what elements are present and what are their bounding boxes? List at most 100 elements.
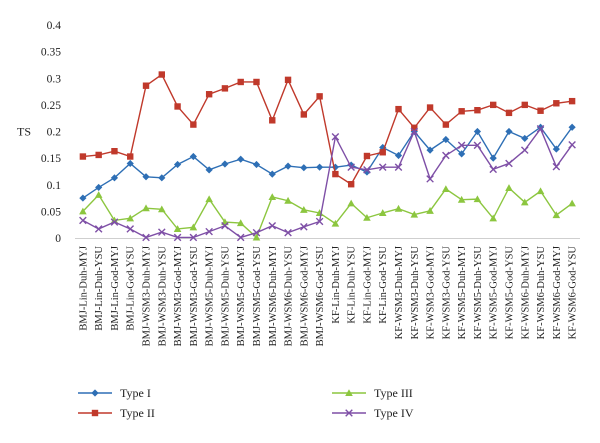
x-tick-label: BMJ-WSM5-God-YSU: [252, 246, 263, 347]
data-point-type-iv: [300, 223, 308, 231]
data-point-type-i: [552, 145, 560, 153]
legend-label: Type I: [120, 386, 151, 400]
data-point-type-ii: [442, 121, 450, 128]
data-point-type-iii: [157, 205, 166, 213]
data-point-type-i: [489, 154, 497, 162]
y-tick-label: 0.15: [41, 153, 61, 165]
data-point-type-iii: [410, 210, 419, 218]
data-point-type-ii: [142, 82, 150, 89]
data-point-type-iv: [221, 221, 229, 230]
data-point-type-iii: [489, 214, 498, 222]
data-point-type-iv: [568, 141, 576, 149]
data-point-type-i: [237, 155, 245, 163]
data-point-type-ii: [316, 93, 323, 100]
data-point-type-i: [173, 160, 182, 169]
x-tick-label: BMJ-WSM3-God-YSU: [189, 246, 200, 347]
data-point-type-i: [189, 152, 197, 161]
data-point-type-iii: [331, 219, 340, 227]
data-point-type-ii: [127, 153, 134, 160]
data-point-type-ii: [537, 107, 544, 114]
data-point-type-i: [126, 159, 134, 168]
series-line-type-i: [82, 126, 573, 199]
data-point-type-ii: [79, 153, 87, 160]
x-tick-label: KF-WSM5-God-YSU: [504, 246, 515, 340]
data-point-type-iv: [489, 165, 497, 174]
data-point-type-iv: [284, 228, 292, 237]
x-tick-label: KF-WSM5-Duh-MYJ: [457, 246, 468, 339]
data-point-type-iv: [536, 125, 545, 133]
data-point-type-i: [505, 127, 513, 136]
data-point-type-iv: [252, 228, 261, 237]
data-point-type-iii: [426, 207, 434, 214]
data-point-type-iv: [442, 151, 450, 160]
data-point-type-iii: [252, 233, 261, 241]
data-point-type-iii: [505, 184, 513, 191]
data-point-type-i: [110, 174, 119, 182]
data-point-type-iii: [79, 207, 87, 215]
series-layer: [79, 71, 576, 242]
series-line-type-iv: [82, 127, 573, 239]
data-point-type-i: [95, 183, 103, 192]
x-tick-label: BMJ-WSM5-God-MYJ: [236, 246, 247, 346]
data-point-type-i: [268, 170, 276, 178]
legend-label: Type III: [374, 386, 413, 400]
x-tick-label: BMJ-WSM5-Duh-MYJ: [205, 246, 216, 346]
data-point-type-ii: [347, 181, 355, 188]
data-point-type-i: [252, 160, 261, 169]
x-tick-label: KF-Lin-Duh-YSU: [347, 246, 358, 324]
data-point-type-iii: [300, 205, 308, 213]
data-point-type-iii: [142, 204, 150, 212]
data-point-type-i: [426, 146, 434, 154]
data-point-type-iii: [94, 191, 103, 198]
data-point-type-i: [205, 166, 213, 174]
data-point-type-iv: [378, 163, 387, 171]
data-point-type-ii: [363, 152, 371, 160]
data-point-type-iii: [173, 225, 182, 232]
data-point-type-ii: [300, 111, 308, 118]
data-point-type-iv: [189, 233, 198, 242]
legend: Type I Type II Type III Type IV: [78, 386, 414, 420]
data-point-type-iii: [457, 195, 466, 203]
x-tick-label: KF-Lin-God-YSU: [378, 246, 389, 324]
x-tick-label: KF-Lin-God-MYJ: [362, 246, 373, 324]
data-point-type-iii: [347, 199, 355, 207]
series-type-iv: [79, 125, 576, 242]
data-point-type-iii: [363, 213, 371, 221]
data-point-type-iii: [568, 199, 576, 207]
x-tick-label: BMJ-WSM3-God-MYJ: [173, 246, 184, 346]
series-type-iii: [79, 184, 576, 241]
data-point-type-iv: [363, 166, 371, 174]
data-point-type-ii: [332, 170, 339, 178]
data-point-type-iii: [284, 196, 292, 204]
data-point-type-ii: [111, 148, 118, 155]
data-point-type-iv: [457, 141, 466, 150]
data-point-type-iii: [473, 195, 482, 203]
data-point-type-ii: [190, 121, 197, 128]
x-tick-label: BMJ-Lin-Duh-YSU: [94, 246, 105, 331]
legend-label: Type IV: [374, 406, 414, 420]
data-point-type-ii: [237, 78, 244, 86]
x-tick-label: BMJ-WSM5-Duh-YSU: [220, 246, 231, 347]
data-point-type-iv: [79, 216, 87, 225]
legend-item-type-i: Type I: [78, 386, 151, 400]
x-tick-label: KF-WSM6-Duh-MYJ: [520, 246, 531, 339]
x-tick-label: KF-WSM5-God-MYJ: [489, 246, 500, 339]
x-tick-label: KF-WSM3-Duh-MYJ: [394, 246, 405, 339]
legend-item-type-ii: Type II: [78, 406, 155, 420]
data-point-type-i: [442, 135, 450, 144]
data-point-type-iv: [331, 133, 340, 141]
y-tick-label: 0.35: [41, 47, 61, 59]
data-point-type-ii: [521, 101, 528, 109]
x-tick-label: KF-WSM6-Duh-YSU: [536, 246, 547, 340]
data-point-type-ii: [205, 91, 213, 98]
data-point-type-ii: [284, 76, 292, 84]
legend-item-type-iv: Type IV: [332, 406, 414, 420]
data-point-type-iii: [205, 195, 213, 203]
data-point-type-ii: [553, 100, 560, 107]
data-point-type-ii: [379, 149, 386, 156]
data-point-type-ii: [458, 108, 465, 115]
x-tick-label: BMJ-WSM6-God-YSU: [315, 246, 326, 347]
data-point-type-i: [473, 127, 482, 136]
x-tick-label: BMJ-WSM6-Duh-YSU: [284, 246, 295, 347]
